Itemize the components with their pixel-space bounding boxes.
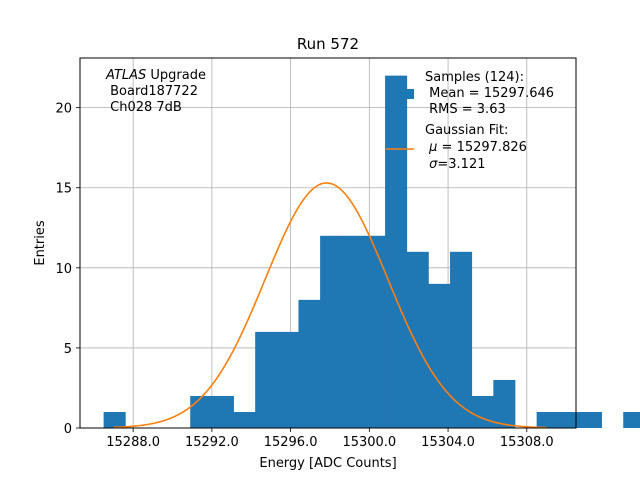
histogram-bar: [211, 395, 234, 428]
histogram-bars: [103, 75, 640, 428]
y-axis-ticks: 0 5 10 15 20: [55, 102, 80, 437]
y-tick-label: 5: [64, 342, 72, 357]
histogram-bar: [450, 251, 473, 428]
x-tick-label: 15288.0: [106, 435, 160, 450]
histogram-bar: [320, 235, 343, 428]
histogram-bar: [190, 395, 213, 428]
histogram-bar: [579, 411, 602, 428]
x-axis-ticks: 15288.0 15292.0 15296.0 15300.0 15304.0 15308…: [106, 428, 554, 450]
legend-histogram-swatch: [387, 89, 414, 99]
histogram-bar: [493, 379, 516, 428]
legend-histogram-line: RMS = 3.63: [425, 102, 506, 117]
y-axis-label: Entries: [33, 220, 48, 266]
legend-fit-line-text: σ=3.121: [425, 157, 486, 172]
histogram-bar: [471, 395, 494, 428]
histogram-bar: [428, 283, 451, 428]
atlas-annotation: ATLAS Upgrade Board187722 Ch028 7dB: [105, 68, 206, 115]
x-tick-label: 15304.0: [421, 435, 475, 450]
annotation-text: Upgrade: [146, 68, 206, 83]
histogram-bar: [363, 235, 386, 428]
legend-greek-symbol: μ: [428, 140, 437, 155]
legend: Samples (124): Mean = 15297.646 RMS = 3.…: [386, 70, 554, 172]
x-tick-label: 15292.0: [185, 435, 239, 450]
annotation-line: ATLAS Upgrade: [105, 68, 206, 83]
histogram-bar: [255, 331, 278, 428]
x-tick-label: 15308.0: [500, 435, 554, 450]
histogram-bar: [558, 411, 581, 428]
annotation-line: Board187722: [106, 84, 198, 99]
legend-fit-text: Gaussian Fit: μ = 15297.826 σ=3.121: [425, 123, 527, 172]
legend-greek-symbol: σ: [429, 157, 438, 172]
histogram-bar: [341, 235, 364, 428]
gaussian-fit-curve: [113, 182, 547, 429]
y-tick-label: 0: [64, 422, 72, 437]
legend-histogram-text: Samples (124): Mean = 15297.646 RMS = 3.…: [425, 70, 554, 117]
y-tick-label: 10: [55, 262, 72, 277]
annotation-text: Board187722: [106, 84, 198, 99]
legend-fit-line-text: Gaussian Fit:: [425, 123, 508, 138]
legend-fit-value: Gaussian Fit:: [425, 123, 508, 138]
histogram-bar: [103, 411, 126, 428]
histogram-bar: [233, 411, 256, 428]
histogram-bar: [385, 75, 408, 428]
x-tick-label: 15300.0: [342, 435, 396, 450]
histogram-bar: [276, 331, 299, 428]
plot-frame: [79, 57, 577, 429]
x-tick-label: 15296.0: [264, 435, 318, 450]
legend-histogram-line: Mean = 15297.646: [425, 86, 554, 101]
histogram-bar: [536, 411, 559, 428]
legend-fit-value: = 15297.826: [437, 140, 526, 155]
legend-fit-value: =3.121: [437, 157, 485, 172]
chart-title: Run 572: [297, 35, 359, 53]
legend-histogram-line: Samples (124):: [425, 70, 524, 85]
annotation-line: Ch028 7dB: [106, 100, 182, 115]
histogram-bar: [406, 251, 429, 428]
x-axis-label: Energy [ADC Counts]: [259, 456, 396, 471]
histogram-bar: [298, 299, 321, 428]
annotation-italic: ATLAS: [105, 68, 146, 83]
y-tick-label: 15: [55, 182, 72, 197]
histogram-bar: [623, 411, 640, 428]
legend-fit-line-text: μ = 15297.826: [425, 140, 527, 155]
annotation-text: Ch028 7dB: [106, 100, 182, 115]
y-tick-label: 20: [55, 102, 72, 117]
